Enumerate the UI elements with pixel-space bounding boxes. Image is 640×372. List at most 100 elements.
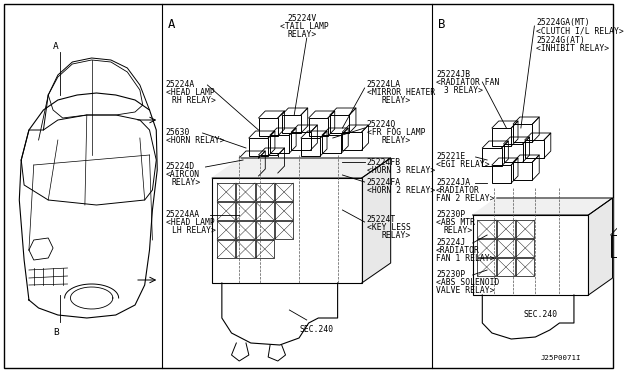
Text: <KEY LESS: <KEY LESS [367, 223, 410, 232]
Bar [259, 155, 278, 173]
Text: 25221E: 25221E [436, 152, 465, 161]
Bar [255, 240, 274, 258]
Bar [477, 220, 496, 238]
Text: <RADIATOR FAN: <RADIATOR FAN [436, 78, 499, 87]
Bar [236, 183, 255, 201]
Bar [497, 239, 515, 257]
Text: <HEAD LAMP: <HEAD LAMP [166, 218, 214, 227]
Text: 25224JB: 25224JB [436, 70, 470, 79]
Bar [516, 239, 534, 257]
Bar [236, 240, 255, 258]
Bar [255, 202, 274, 220]
Bar [236, 221, 255, 239]
Text: RELAY>: RELAY> [381, 136, 410, 145]
Bar [513, 124, 532, 142]
Bar [255, 183, 274, 201]
Text: FAN 2 RELAY>: FAN 2 RELAY> [436, 194, 495, 203]
Text: SEC.240: SEC.240 [524, 310, 558, 319]
Bar [236, 202, 255, 220]
Text: <RADIATOR: <RADIATOR [436, 246, 480, 255]
Bar [217, 240, 236, 258]
Bar [473, 215, 588, 295]
Bar [497, 258, 515, 276]
Bar [217, 221, 236, 239]
Bar [217, 202, 236, 220]
Bar [259, 118, 278, 136]
Text: SEC.240: SEC.240 [299, 325, 333, 334]
Text: RELAY>: RELAY> [444, 226, 473, 235]
Bar [275, 183, 293, 201]
Text: <EGI RELAY>: <EGI RELAY> [436, 160, 490, 169]
Text: 25224FA: 25224FA [367, 178, 401, 187]
Bar [483, 148, 502, 166]
Text: RELAY>: RELAY> [381, 96, 410, 105]
Bar [513, 162, 532, 180]
Bar [239, 158, 259, 176]
Text: 3 RELAY>: 3 RELAY> [444, 86, 483, 95]
Text: <TAIL LAMP: <TAIL LAMP [280, 22, 328, 31]
Text: <FR FOG LAMP: <FR FOG LAMP [367, 128, 425, 137]
Text: <HORN RELAY>: <HORN RELAY> [166, 136, 225, 145]
Polygon shape [588, 198, 612, 295]
Text: RELAY>: RELAY> [172, 178, 201, 187]
Text: 25630: 25630 [166, 128, 190, 137]
Bar [342, 132, 362, 150]
Text: <CLUTCH I/L RELAY>: <CLUTCH I/L RELAY> [536, 26, 624, 35]
Bar [330, 115, 349, 133]
Bar [611, 235, 628, 257]
Bar [282, 115, 301, 133]
Text: 25224GA(MT): 25224GA(MT) [536, 18, 590, 27]
Text: VALVE RELAY>: VALVE RELAY> [436, 286, 495, 295]
Text: 25224JA: 25224JA [436, 178, 470, 187]
Text: B: B [438, 18, 445, 31]
Bar [516, 258, 534, 276]
Bar [516, 220, 534, 238]
Bar [301, 138, 320, 156]
Text: RH RELAY>: RH RELAY> [172, 96, 216, 105]
Bar [492, 165, 511, 183]
Text: 25224A: 25224A [166, 80, 195, 89]
Text: LH RELAY>: LH RELAY> [172, 226, 216, 235]
Text: 25224J: 25224J [436, 238, 465, 247]
Bar [291, 132, 310, 150]
Text: <RADIATOR: <RADIATOR [436, 186, 480, 195]
Text: <AIRCON: <AIRCON [166, 170, 200, 179]
Bar [504, 144, 523, 162]
Text: <ABS MTR: <ABS MTR [436, 218, 475, 227]
Text: FAN 1 RELAY>: FAN 1 RELAY> [436, 254, 495, 263]
Bar [270, 135, 289, 153]
Text: <HORN 3 RELAY>: <HORN 3 RELAY> [367, 166, 435, 175]
Polygon shape [473, 198, 612, 215]
Bar [492, 128, 511, 146]
Bar [477, 239, 496, 257]
Bar [497, 220, 515, 238]
Bar [275, 221, 293, 239]
Bar [275, 202, 293, 220]
Text: 25230P: 25230P [436, 270, 465, 279]
Bar [249, 138, 268, 156]
Bar [217, 183, 236, 201]
Text: 25224AA: 25224AA [166, 210, 200, 219]
Text: 25224V: 25224V [287, 14, 317, 23]
Text: A: A [168, 18, 175, 31]
Text: B: B [53, 328, 59, 337]
Text: <ABS SOLENOID: <ABS SOLENOID [436, 278, 499, 287]
Bar [255, 221, 274, 239]
Bar [212, 178, 362, 283]
Polygon shape [362, 158, 390, 283]
Text: 25224LA: 25224LA [367, 80, 401, 89]
Bar [477, 258, 496, 276]
Text: <MIRROR HEATER: <MIRROR HEATER [367, 88, 435, 97]
Bar [525, 140, 544, 158]
Text: 25224T: 25224T [367, 215, 396, 224]
Text: <HEAD LAMP: <HEAD LAMP [166, 88, 214, 97]
Text: RELAY>: RELAY> [381, 231, 410, 240]
Text: 25224G(AT): 25224G(AT) [536, 36, 585, 45]
Text: 25224Q: 25224Q [367, 120, 396, 129]
Bar [322, 135, 342, 153]
Text: <INHIBIT RELAY>: <INHIBIT RELAY> [536, 44, 609, 53]
Bar [308, 118, 328, 136]
Text: 25230P: 25230P [436, 210, 465, 219]
Text: 25224FB: 25224FB [367, 158, 401, 167]
Text: RELAY>: RELAY> [287, 30, 317, 39]
